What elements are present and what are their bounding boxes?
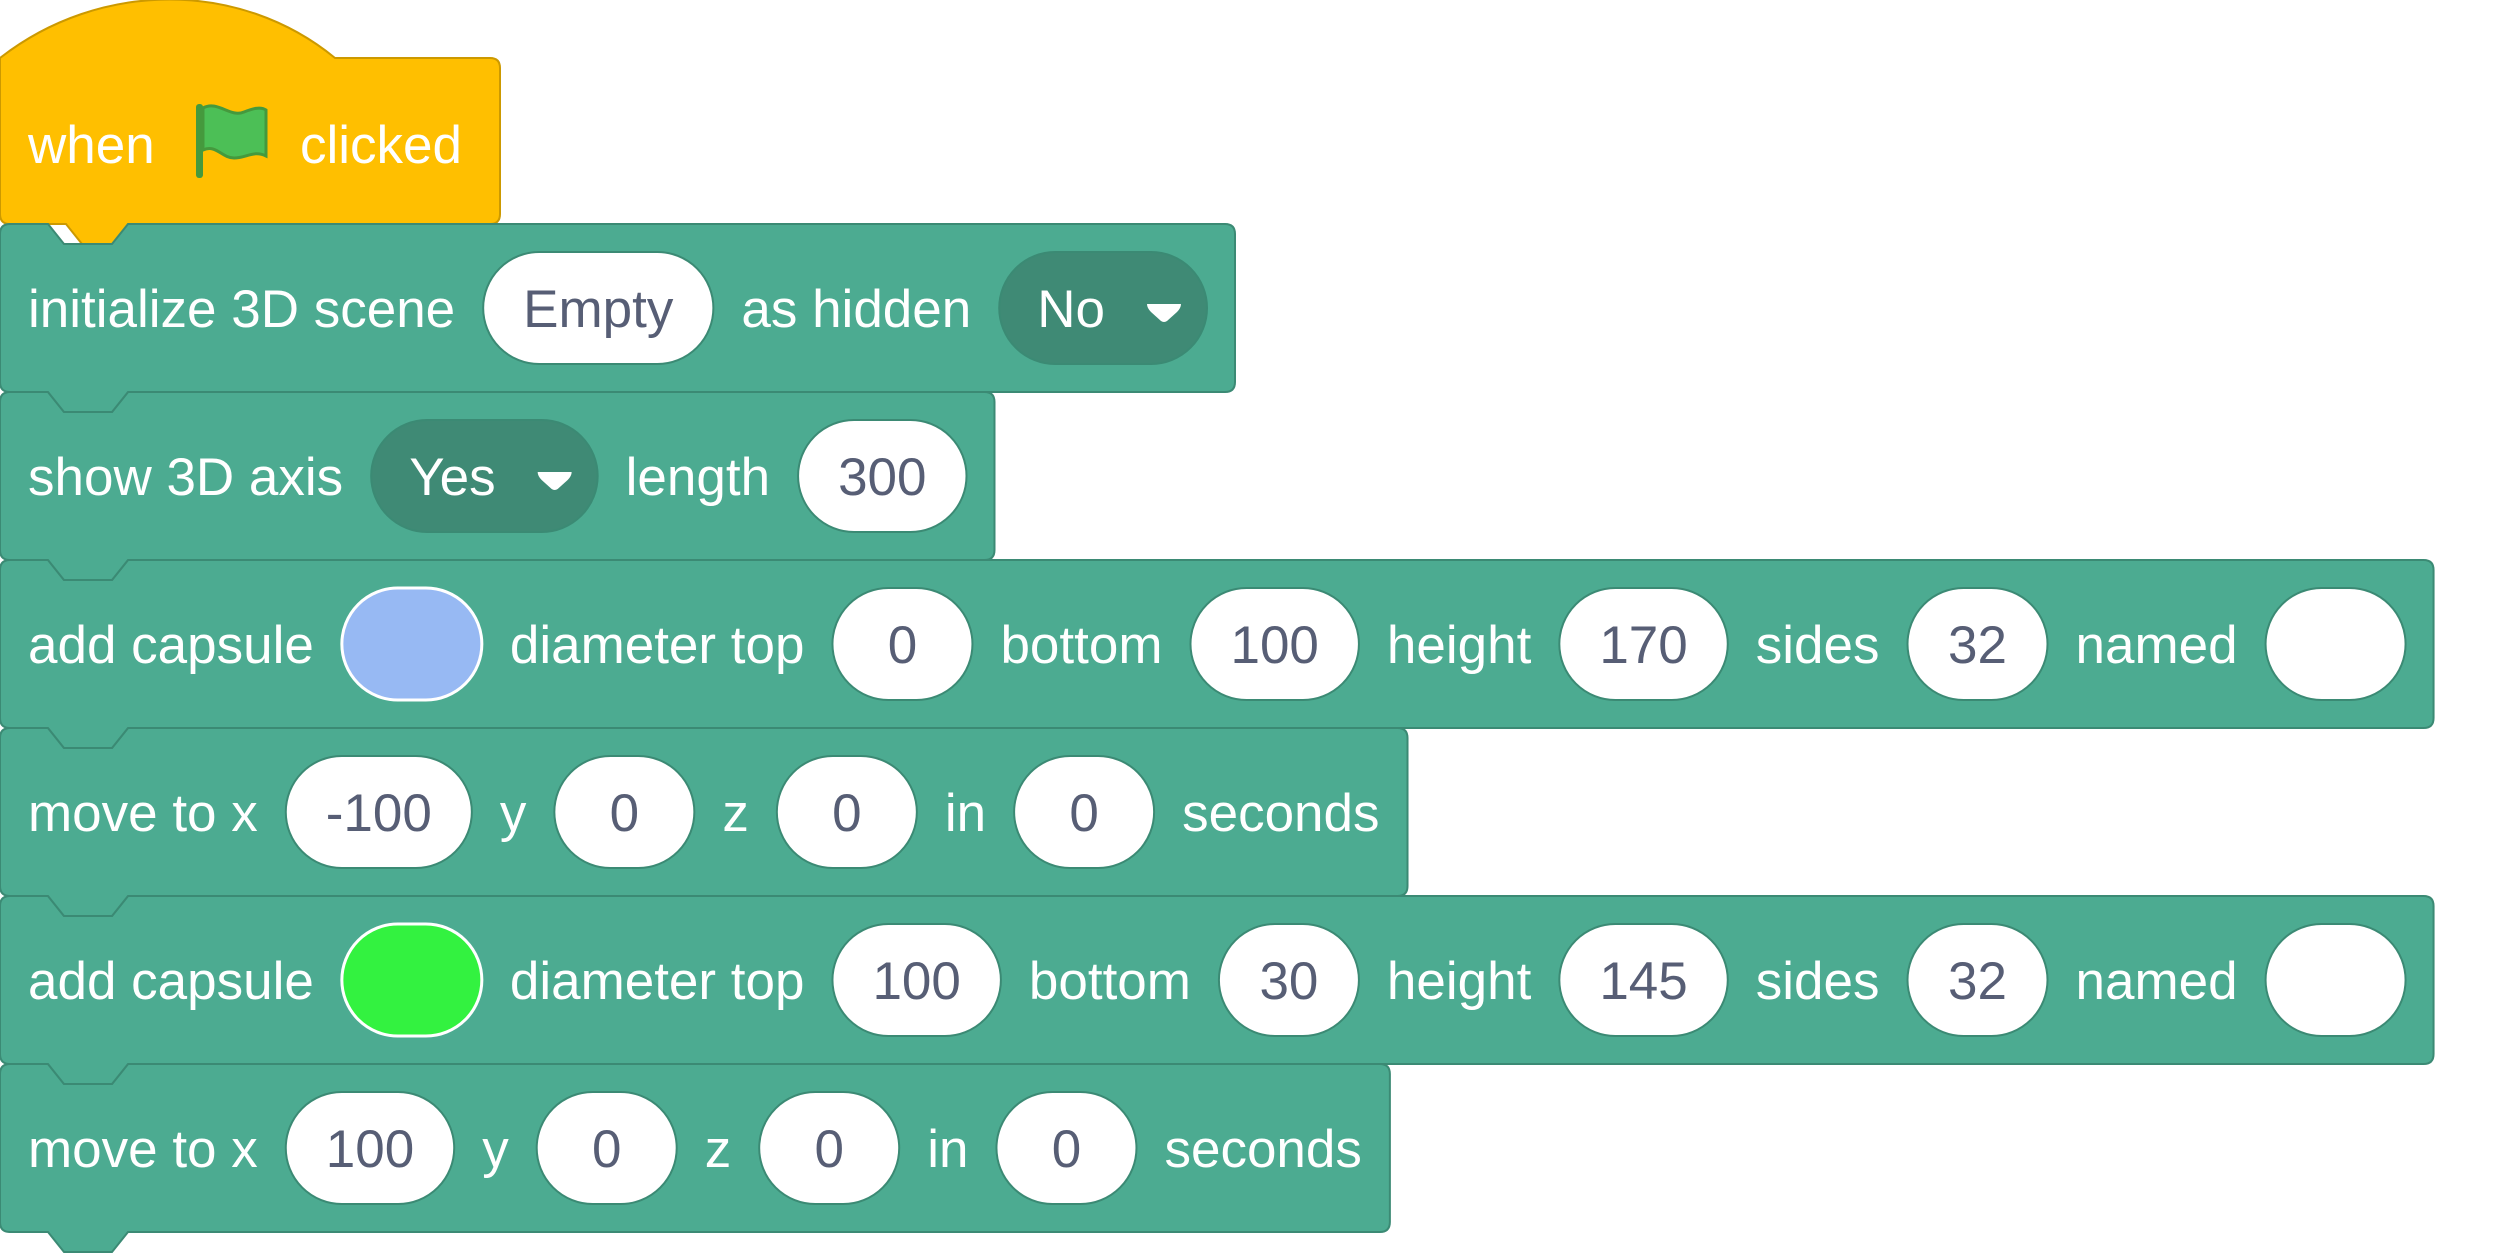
block-label: seconds bbox=[1182, 784, 1379, 843]
block-label: seconds bbox=[1164, 1120, 1361, 1179]
block-label: y bbox=[500, 784, 527, 843]
add-capsule-block[interactable]: add capsule diameter top 0 bottom 100 height 1… bbox=[0, 559, 2435, 749]
move-to-block[interactable]: move to x -100 y 0 z 0 in 0 seconds bbox=[0, 727, 1409, 917]
block-label: add capsule bbox=[28, 616, 314, 675]
add-capsule-block[interactable]: add capsule diameter top 100 bottom 30 height… bbox=[0, 895, 2435, 1085]
number-input-field[interactable] bbox=[775, 755, 918, 869]
block-label: in bbox=[927, 1120, 968, 1179]
input-value: 145 bbox=[1599, 952, 1687, 1011]
block-label: move to x bbox=[28, 784, 258, 843]
block-label: named bbox=[2076, 616, 2238, 675]
block-label: sides bbox=[1756, 952, 1880, 1011]
dropdown-value: Yes bbox=[409, 448, 495, 507]
number-input-field[interactable] bbox=[2264, 587, 2407, 701]
hat-label-clicked: clicked bbox=[300, 116, 462, 175]
block-label: named bbox=[2076, 952, 2238, 1011]
number-input-field[interactable] bbox=[831, 923, 1002, 1037]
when-flag-clicked-block[interactable]: when clicked bbox=[0, 0, 501, 245]
block-label: show 3D axis bbox=[28, 448, 343, 507]
number-input-field[interactable] bbox=[1013, 755, 1156, 869]
input-value: 0 bbox=[888, 616, 917, 675]
input-value: 30 bbox=[1259, 952, 1318, 1011]
number-input-field[interactable] bbox=[2264, 923, 2407, 1037]
block-label: height bbox=[1387, 616, 1532, 675]
input-value: 0 bbox=[592, 1120, 621, 1179]
input-value: 100 bbox=[1230, 616, 1318, 675]
input-value: 0 bbox=[1069, 784, 1098, 843]
input-value: 170 bbox=[1599, 616, 1687, 675]
input-value: 32 bbox=[1948, 616, 2007, 675]
input-value: 0 bbox=[610, 784, 639, 843]
dropdown-menu[interactable] bbox=[998, 251, 1208, 365]
block-label: bottom bbox=[1029, 952, 1191, 1011]
number-input-field[interactable] bbox=[797, 419, 968, 533]
move-to-block[interactable]: move to x 100 y 0 z 0 in 0 seconds bbox=[0, 1063, 1391, 1253]
block-label: diameter top bbox=[510, 952, 805, 1011]
block-label: length bbox=[626, 448, 770, 507]
number-input-field[interactable] bbox=[553, 755, 696, 869]
block-label: z bbox=[705, 1120, 732, 1179]
block-label: add capsule bbox=[28, 952, 314, 1011]
initialize-3d-scene-block[interactable]: initialize 3D scene Empty as hidden No bbox=[0, 223, 1236, 413]
number-input-field[interactable] bbox=[831, 587, 974, 701]
input-value: 100 bbox=[326, 1120, 414, 1179]
number-input-field[interactable] bbox=[1217, 923, 1360, 1037]
color-swatch-input[interactable] bbox=[340, 586, 484, 702]
block-label: sides bbox=[1756, 616, 1880, 675]
number-input-field[interactable] bbox=[284, 1091, 456, 1205]
number-input-field[interactable] bbox=[995, 1091, 1138, 1205]
number-input-field[interactable] bbox=[1906, 923, 2049, 1037]
number-input-field[interactable] bbox=[758, 1091, 901, 1205]
green-flag-icon bbox=[196, 104, 268, 178]
number-input-field[interactable] bbox=[1189, 587, 1360, 701]
input-value: 32 bbox=[1948, 952, 2007, 1011]
number-input-field[interactable] bbox=[284, 755, 473, 869]
input-value: 0 bbox=[814, 1120, 843, 1179]
input-value: 300 bbox=[838, 448, 926, 507]
input-value: -100 bbox=[326, 784, 432, 843]
number-input-field[interactable] bbox=[482, 251, 715, 365]
block-label: move to x bbox=[28, 1120, 258, 1179]
dropdown-menu[interactable] bbox=[370, 419, 599, 533]
block-label: diameter top bbox=[510, 616, 805, 675]
block-label: z bbox=[722, 784, 749, 843]
block-label: initialize 3D scene bbox=[28, 280, 455, 339]
color-swatch-input[interactable] bbox=[340, 922, 484, 1038]
input-value: 100 bbox=[872, 952, 960, 1011]
input-value: 0 bbox=[1052, 1120, 1081, 1179]
number-input-field[interactable] bbox=[1906, 587, 2049, 701]
block-label: height bbox=[1387, 952, 1532, 1011]
input-value: 0 bbox=[832, 784, 861, 843]
chevron-down-icon bbox=[537, 472, 572, 490]
dropdown-value: No bbox=[1037, 280, 1105, 339]
hat-label-when: when bbox=[27, 116, 155, 175]
chevron-down-icon bbox=[1147, 304, 1181, 322]
number-input-field[interactable] bbox=[535, 1091, 678, 1205]
number-input-field[interactable] bbox=[1558, 587, 1729, 701]
block-label: bottom bbox=[1000, 616, 1162, 675]
block-label: y bbox=[482, 1120, 509, 1179]
input-value: Empty bbox=[523, 280, 674, 339]
number-input-field[interactable] bbox=[1558, 923, 1729, 1037]
block-label: in bbox=[945, 784, 986, 843]
block-label: as hidden bbox=[741, 280, 971, 339]
show-3d-axis-block[interactable]: show 3D axis Yes length 300 bbox=[0, 391, 996, 581]
